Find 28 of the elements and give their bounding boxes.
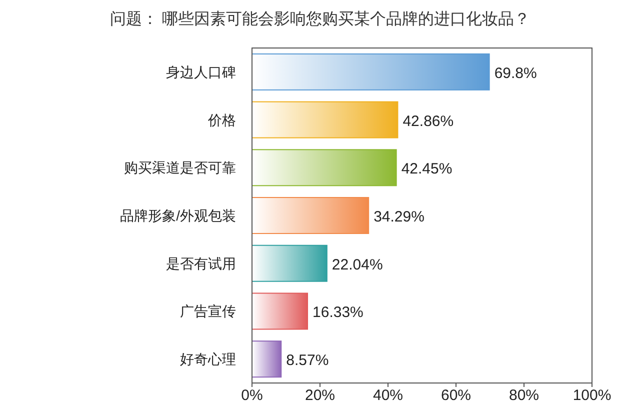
bar <box>252 244 328 282</box>
y-tick-label: 价格 <box>207 112 236 128</box>
data-label: 22.04% <box>332 256 383 274</box>
data-label: 34.29% <box>374 208 424 226</box>
data-label: 42.45% <box>401 160 452 178</box>
data-label: 69.8% <box>494 64 537 82</box>
x-tick-label: 40% <box>372 387 404 403</box>
x-tick-label: 0% <box>241 387 263 403</box>
x-tick-label: 60% <box>440 387 472 403</box>
data-label: 8.57% <box>286 352 329 370</box>
chart-title: 问题： 哪些因素可能会影响您购买某个品牌的进口化妆品？ <box>110 10 530 28</box>
y-tick-label: 是否有试用 <box>166 255 236 272</box>
y-tick-label: 购买渠道是否可靠 <box>124 160 236 176</box>
x-tick-label: 100% <box>572 387 612 403</box>
bar <box>252 197 370 234</box>
x-tick-label: 80% <box>508 387 540 403</box>
bar <box>252 340 282 378</box>
bar <box>252 53 490 90</box>
x-tick-label: 20% <box>304 387 336 403</box>
y-tick-label: 品牌形象/外观包装 <box>120 208 236 224</box>
y-tick-label: 身边人口碑 <box>166 64 236 80</box>
data-label: 16.33% <box>312 304 364 322</box>
data-label: 42.86% <box>402 112 454 130</box>
bar <box>252 101 398 138</box>
bar <box>252 149 397 186</box>
bar <box>252 292 308 330</box>
y-tick-label: 广告宣传 <box>180 303 236 320</box>
y-tick-label: 好奇心理 <box>180 351 236 368</box>
